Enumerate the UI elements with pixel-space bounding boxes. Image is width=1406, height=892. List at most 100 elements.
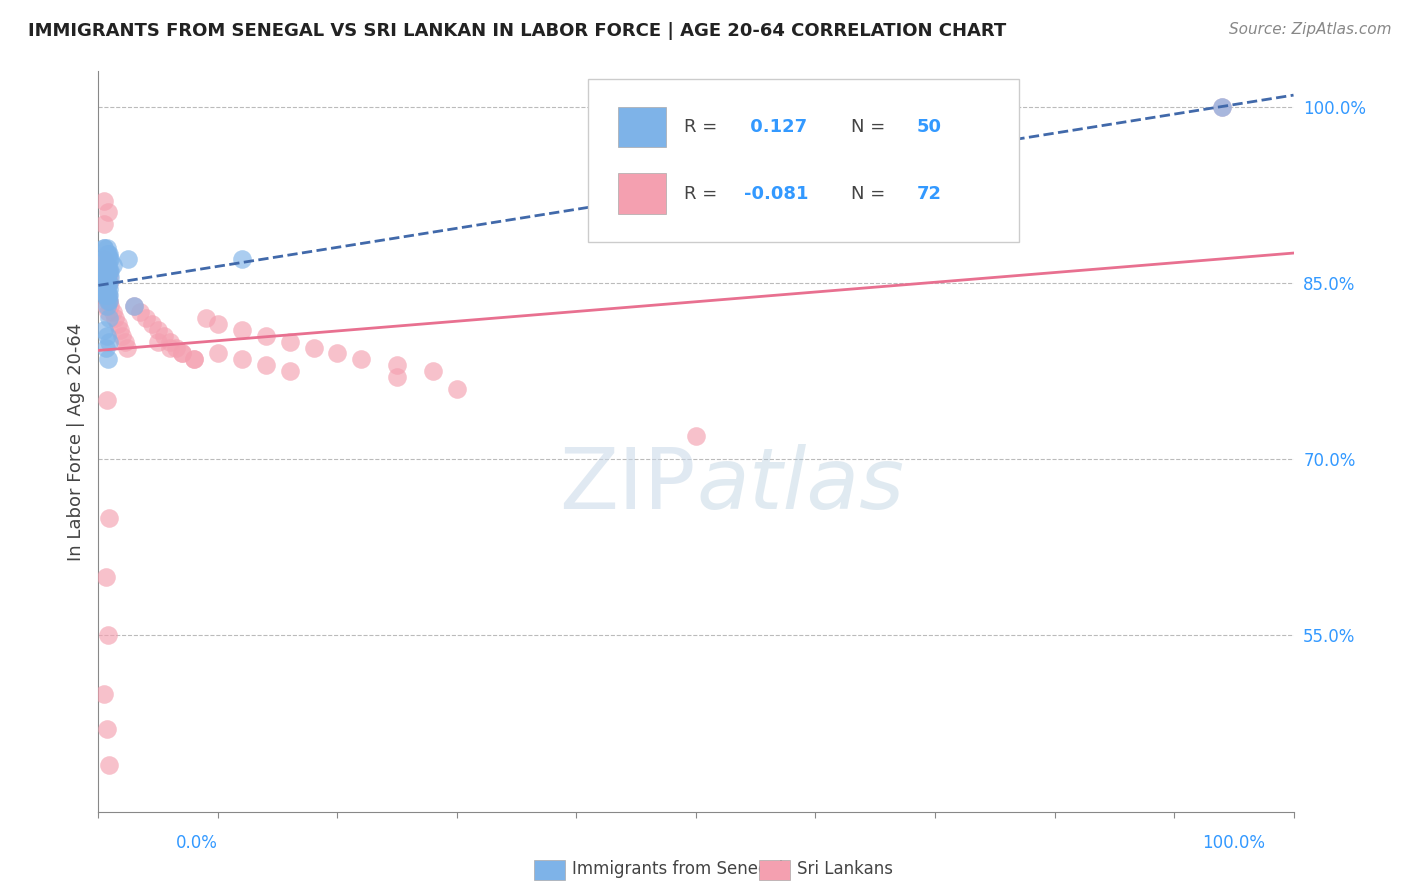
Point (98, 270, 121, 285)
Point (96, 258, 118, 272)
Point (302, 341, 325, 355)
Point (94, 570, 117, 584)
Point (93, 264, 115, 278)
Point (231, 352, 253, 367)
Point (254, 358, 277, 372)
Point (93, 252, 115, 267)
Point (115, 341, 138, 355)
Point (93, 252, 115, 267)
Point (98, 293, 121, 308)
Point (111, 328, 134, 343)
Point (98, 252, 122, 267)
Point (93, 194, 115, 208)
Point (98, 264, 122, 278)
Point (97, 264, 120, 278)
Point (101, 258, 124, 272)
Point (98, 287, 121, 301)
Point (98, 252, 121, 267)
Point (195, 311, 218, 326)
Point (96, 246, 118, 260)
Point (172, 346, 194, 360)
Point (94, 287, 117, 301)
Text: 0.0%: 0.0% (176, 834, 218, 852)
Point (685, 428, 707, 442)
Point (98, 299, 122, 313)
Point (183, 352, 205, 367)
Point (93, 252, 115, 267)
Text: Source: ZipAtlas.com: Source: ZipAtlas.com (1229, 22, 1392, 37)
Point (104, 311, 127, 326)
Point (93, 241, 115, 255)
Point (93, 282, 115, 296)
Point (385, 358, 409, 372)
Point (98, 757, 121, 772)
Text: 72: 72 (917, 185, 942, 202)
Point (97, 264, 120, 278)
Point (94, 258, 117, 272)
Text: Sri Lankans: Sri Lankans (797, 860, 893, 878)
Point (94, 252, 117, 267)
Point (98, 293, 121, 308)
Point (97, 293, 120, 308)
Point (254, 328, 277, 343)
Text: 50: 50 (917, 118, 942, 136)
Point (117, 252, 139, 267)
Point (96, 258, 118, 272)
Point (97, 258, 120, 272)
Point (93, 264, 115, 278)
Point (98, 276, 121, 290)
Point (148, 323, 170, 337)
Point (93, 217, 115, 231)
Text: Immigrants from Senegal: Immigrants from Senegal (572, 860, 783, 878)
Point (183, 352, 205, 367)
Point (94, 282, 117, 296)
Point (98, 264, 121, 278)
Point (101, 305, 124, 319)
Point (97, 352, 120, 367)
Point (98, 334, 121, 349)
Point (96, 282, 118, 296)
Text: N =: N = (852, 185, 891, 202)
Point (207, 317, 229, 331)
Point (96, 287, 118, 301)
Point (96, 299, 118, 313)
Point (326, 346, 349, 360)
Point (422, 364, 444, 378)
Point (94, 341, 117, 355)
Point (97, 246, 120, 260)
Point (93, 287, 115, 301)
Point (94, 270, 117, 285)
Point (94, 287, 117, 301)
Text: N =: N = (852, 118, 891, 136)
Point (98, 264, 121, 278)
Point (231, 323, 253, 337)
Point (97, 305, 120, 319)
Point (148, 334, 170, 349)
Point (93, 252, 115, 267)
Point (446, 382, 468, 396)
Text: 100.0%: 100.0% (1202, 834, 1265, 852)
Point (93, 687, 115, 701)
Bar (619, 173, 666, 214)
Y-axis label: In Labor Force | Age 20-64: In Labor Force | Age 20-64 (66, 322, 84, 561)
Text: 0.127: 0.127 (744, 118, 807, 136)
Point (96, 287, 118, 301)
Point (94, 270, 117, 285)
Point (278, 364, 301, 378)
Point (350, 352, 373, 367)
Point (97, 276, 120, 290)
Text: IMMIGRANTS FROM SENEGAL VS SRI LANKAN IN LABOR FORCE | AGE 20-64 CORRELATION CHA: IMMIGRANTS FROM SENEGAL VS SRI LANKAN IN… (28, 22, 1007, 40)
Bar (619, 106, 666, 147)
Point (96, 258, 118, 272)
Point (97, 205, 120, 219)
Point (165, 341, 187, 355)
Point (93, 270, 115, 285)
Point (93, 323, 115, 337)
Point (94, 282, 117, 296)
Point (96, 241, 118, 255)
Point (97, 293, 120, 308)
Point (135, 311, 157, 326)
Point (159, 334, 181, 349)
Point (98, 282, 121, 296)
Point (93, 241, 115, 255)
